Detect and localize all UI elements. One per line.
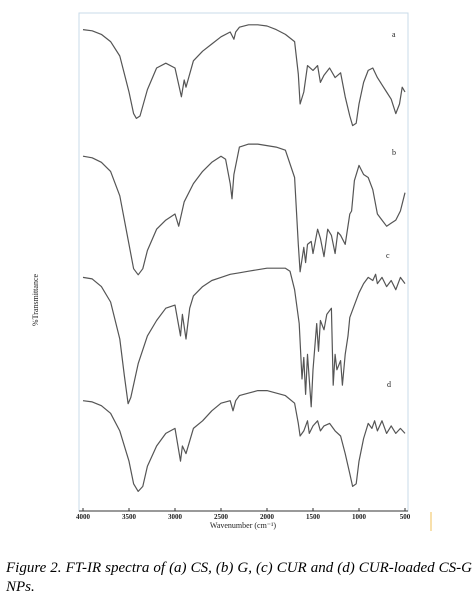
series-label-d: d (387, 380, 391, 389)
series-layer: a b c d (82, 24, 406, 492)
series-label-c: c (386, 251, 390, 260)
x-tick-layer: 4000 3500 3000 2500 2000 1500 1000 500 (76, 508, 411, 521)
x-tick-label: 500 (400, 513, 411, 521)
y-axis-title: %Transmittance (31, 273, 40, 326)
spectrum-line-c (82, 267, 406, 408)
x-tick-label: 1000 (352, 513, 367, 521)
figure-caption: Figure 2. FT-IR spectra of (a) CS, (b) G… (6, 559, 472, 597)
x-tick-label: 4000 (76, 513, 91, 521)
x-axis-title: Wavenumber (cm⁻¹) (210, 521, 277, 530)
series-label-b: b (392, 148, 396, 157)
spectrum-line-d (82, 390, 406, 492)
spectrum-line-b (82, 143, 406, 276)
x-tick-label: 3000 (168, 513, 183, 521)
x-tick-label: 1500 (306, 513, 321, 521)
x-tick-label: 2500 (214, 513, 229, 521)
ftir-chart: a b c d 4000 3500 3000 2500 2000 1500 1000 500 Wav… (31, 12, 432, 531)
spectrum-line-a (82, 24, 406, 127)
ftir-figure: a b c d 4000 3500 3000 2500 2000 1500 1000 500 Wav… (31, 12, 432, 531)
x-tick-label: 3500 (122, 513, 137, 521)
caption-text: Figure 2. FT-IR spectra of (a) CS, (b) G… (6, 560, 472, 595)
series-label-a: a (392, 30, 396, 39)
x-tick-label: 2000 (260, 513, 275, 521)
